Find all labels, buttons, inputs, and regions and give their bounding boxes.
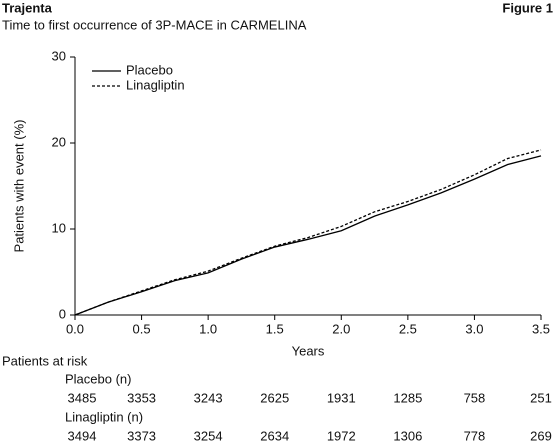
y-tick-label: 30 [52,48,66,63]
y-tick-label: 0 [59,306,66,321]
risk-count: 3494 [68,428,97,443]
x-tick-label: 1.0 [199,321,217,336]
risk-count: 3353 [127,390,156,405]
risk-count: 269 [530,428,552,443]
y-axis-label: Patients with event (%) [11,120,26,253]
risk-count: 2634 [260,428,289,443]
x-tick-label: 2.0 [332,321,350,336]
brand: Trajenta [2,0,53,15]
series-line [74,149,542,316]
risk-count: 3485 [68,390,97,405]
y-tick-label: 10 [52,220,66,235]
risk-count: 758 [464,390,486,405]
risk-count: 3243 [194,390,223,405]
x-axis-label: Years [292,343,325,358]
risk-count: 1931 [327,390,356,405]
y-tick-label: 20 [52,134,66,149]
x-tick-label: 3.0 [465,321,483,336]
legend-label: Placebo [126,62,173,77]
x-tick-label: 1.5 [266,321,284,336]
risk-group-name: Placebo (n) [65,371,131,386]
risk-count: 1972 [327,428,356,443]
risk-count: 1285 [393,390,422,405]
risk-count: 3254 [194,428,223,443]
x-tick-label: 0.5 [133,321,151,336]
risk-count: 251 [530,390,552,405]
x-tick-label: 2.5 [399,321,417,336]
series-line [74,155,542,316]
risk-count: 2625 [260,390,289,405]
chart-title: Time to first occurrence of 3P-MACE in C… [2,17,307,32]
risk-count: 3373 [127,428,156,443]
x-tick-label: 0.0 [66,321,84,336]
figure-label: Figure 1 [502,0,553,15]
x-tick-label: 3.5 [532,321,550,336]
risk-count: 778 [464,428,486,443]
risk-table-title: Patients at risk [2,353,88,368]
legend-label: Linagliptin [126,77,185,92]
risk-group-name: Linagliptin (n) [65,409,143,424]
risk-count: 1306 [393,428,422,443]
